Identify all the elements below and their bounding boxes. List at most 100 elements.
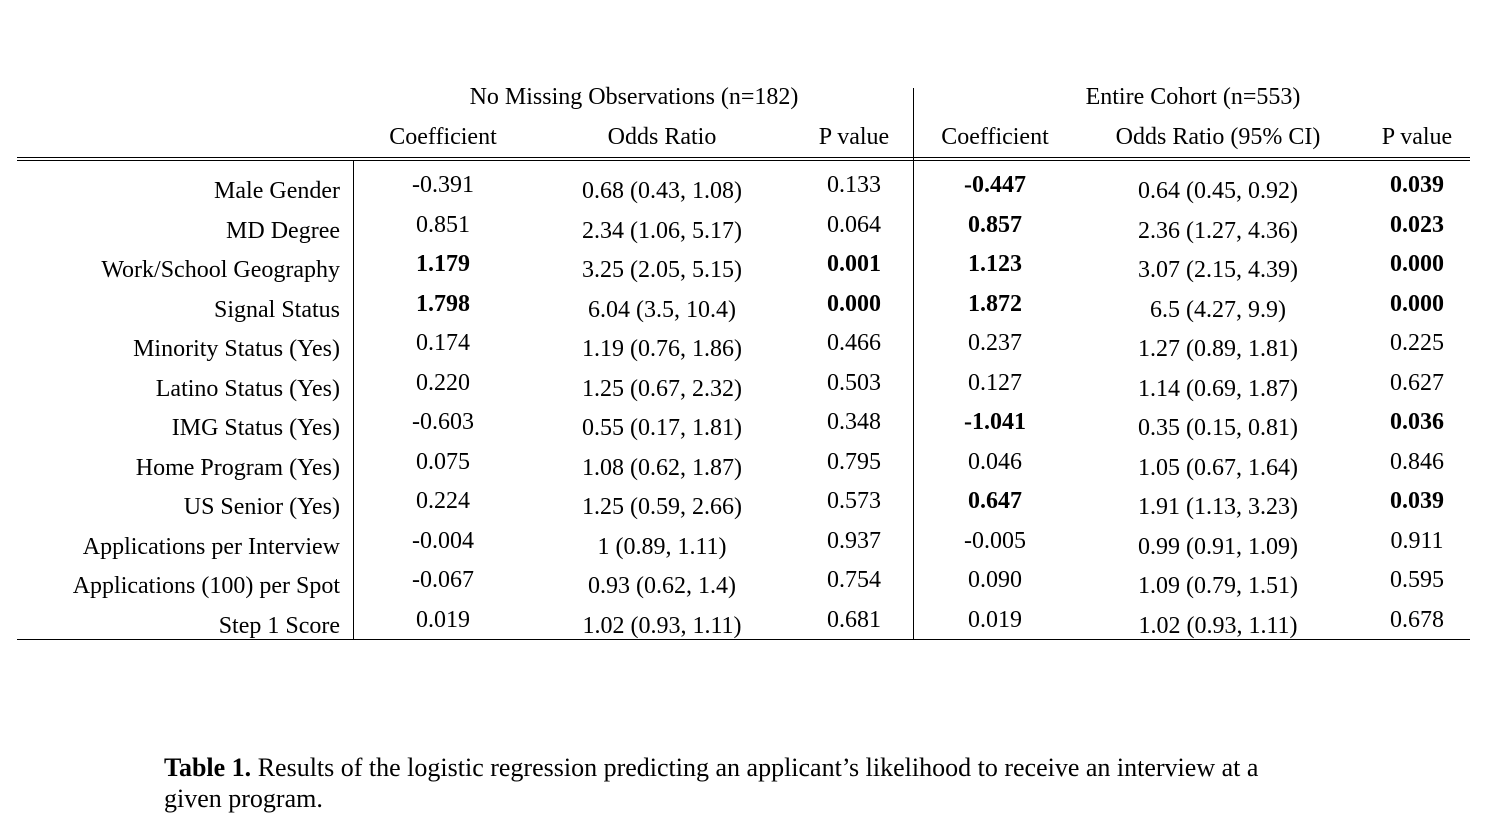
cell-or-cohort: 0.99 (0.91, 1.09) <box>1138 533 1298 560</box>
group-header-no-missing: No Missing Observations (n=182) <box>469 84 799 110</box>
cell-p-cohort: 0.678 <box>1390 606 1444 633</box>
cell-coef-cohort: 0.237 <box>968 330 1022 356</box>
cell-coef-nomissing: -0.391 <box>412 172 474 198</box>
cell-p-cohort: 0.911 <box>1390 527 1444 554</box>
vertical-divider-labels <box>353 160 354 640</box>
cell-p-nomissing: 0.681 <box>827 606 881 633</box>
header-rule-bottom <box>17 160 1470 161</box>
column-header-p-cohort: P value <box>1381 124 1453 150</box>
cell-p-nomissing: 0.000 <box>827 290 881 317</box>
cell-coef-cohort: 0.046 <box>968 448 1022 475</box>
cell-or-cohort: 1.05 (0.67, 1.64) <box>1138 454 1298 481</box>
row-label: Male Gender <box>214 178 340 204</box>
cell-or-nomissing: 1.08 (0.62, 1.87) <box>582 454 742 481</box>
cell-coef-nomissing: 0.019 <box>416 606 470 633</box>
table-caption: Table 1. Results of the logistic regress… <box>164 752 1284 814</box>
cell-coef-cohort: 0.090 <box>968 567 1022 593</box>
row-label: MD Degree <box>226 217 340 244</box>
cell-coef-cohort: -0.005 <box>964 527 1026 554</box>
cell-or-cohort: 1.02 (0.93, 1.11) <box>1138 612 1298 639</box>
cell-or-nomissing: 3.25 (2.05, 5.15) <box>582 257 742 283</box>
cell-or-nomissing: 0.68 (0.43, 1.08) <box>582 178 742 204</box>
cell-p-nomissing: 0.348 <box>827 409 881 435</box>
cell-or-cohort: 0.64 (0.45, 0.92) <box>1138 178 1298 204</box>
header-rule-top <box>17 157 1470 158</box>
row-label: US Senior (Yes) <box>183 494 340 520</box>
cell-or-cohort: 1.09 (0.79, 1.51) <box>1138 573 1298 599</box>
cell-or-nomissing: 0.93 (0.62, 1.4) <box>588 573 736 599</box>
cell-or-nomissing: 1 (0.89, 1.11) <box>597 533 727 560</box>
cell-or-nomissing: 1.19 (0.76, 1.86) <box>582 336 742 362</box>
cell-or-cohort: 1.27 (0.89, 1.81) <box>1138 336 1298 362</box>
cell-coef-cohort: -1.041 <box>964 409 1026 435</box>
column-header-or-cohort: Odds Ratio (95% CI) <box>1115 124 1321 150</box>
cell-p-cohort: 0.595 <box>1390 567 1444 593</box>
cell-p-nomissing: 0.937 <box>827 527 881 554</box>
row-label: IMG Status (Yes) <box>171 415 340 441</box>
cell-or-cohort: 1.14 (0.69, 1.87) <box>1138 375 1298 402</box>
column-header-p-nomissing: P value <box>818 124 890 150</box>
cell-or-cohort: 2.36 (1.27, 4.36) <box>1138 217 1298 244</box>
column-header-coef-nomissing: Coefficient <box>389 124 497 150</box>
cell-coef-nomissing: -0.004 <box>412 527 474 554</box>
cell-coef-nomissing: 0.075 <box>416 448 470 475</box>
cell-coef-nomissing: 0.220 <box>416 369 470 396</box>
cell-p-nomissing: 0.573 <box>827 488 881 514</box>
cell-or-nomissing: 1.02 (0.93, 1.11) <box>582 612 742 639</box>
cell-or-cohort: 3.07 (2.15, 4.39) <box>1138 257 1298 283</box>
cell-coef-cohort: 1.123 <box>968 251 1022 277</box>
cell-p-cohort: 0.000 <box>1390 290 1444 317</box>
cell-p-nomissing: 0.795 <box>827 448 881 475</box>
cell-p-nomissing: 0.064 <box>827 211 881 238</box>
group-header-entire-cohort: Entire Cohort (n=553) <box>1085 84 1301 110</box>
cell-coef-nomissing: -0.603 <box>412 409 474 435</box>
cell-or-nomissing: 1.25 (0.59, 2.66) <box>582 494 742 520</box>
cell-p-nomissing: 0.001 <box>827 251 881 277</box>
cell-or-nomissing: 1.25 (0.67, 2.32) <box>582 375 742 402</box>
cell-coef-nomissing: 0.174 <box>416 330 470 356</box>
cell-p-cohort: 0.846 <box>1390 448 1444 475</box>
cell-coef-cohort: 0.647 <box>968 488 1022 514</box>
row-label: Minority Status (Yes) <box>133 336 340 362</box>
cell-coef-nomissing: 0.851 <box>416 211 470 238</box>
cell-coef-nomissing: 1.798 <box>416 290 470 317</box>
cell-or-cohort: 1.91 (1.13, 3.23) <box>1138 494 1298 520</box>
cell-coef-cohort: 0.857 <box>968 211 1022 238</box>
row-label: Latino Status (Yes) <box>155 375 340 402</box>
table-bottom-rule <box>17 639 1470 640</box>
row-label: Signal Status <box>213 296 340 323</box>
cell-p-cohort: 0.023 <box>1390 211 1444 238</box>
row-label: Work/School Geography <box>101 257 340 283</box>
cell-p-cohort: 0.036 <box>1390 409 1444 435</box>
cell-p-cohort: 0.627 <box>1390 369 1444 396</box>
row-label: Step 1 Score <box>218 612 340 639</box>
cell-coef-cohort: 0.127 <box>968 369 1022 396</box>
cell-or-cohort: 6.5 (4.27, 9.9) <box>1150 296 1286 323</box>
cell-p-cohort: 0.039 <box>1390 172 1444 198</box>
cell-coef-cohort: 0.019 <box>968 606 1022 633</box>
column-header-coef-cohort: Coefficient <box>941 124 1049 150</box>
cell-coef-nomissing: 1.179 <box>416 251 470 277</box>
cell-p-cohort: 0.000 <box>1390 251 1444 277</box>
cell-or-nomissing: 0.55 (0.17, 1.81) <box>582 415 742 441</box>
cell-p-nomissing: 0.503 <box>827 369 881 396</box>
cell-or-nomissing: 6.04 (3.5, 10.4) <box>588 296 736 323</box>
caption-label: Table 1. <box>164 753 252 782</box>
cell-coef-cohort: 1.872 <box>968 290 1022 317</box>
cell-or-cohort: 0.35 (0.15, 0.81) <box>1138 415 1298 441</box>
caption-text: Results of the logistic regression predi… <box>164 753 1259 813</box>
cell-p-cohort: 0.225 <box>1390 330 1444 356</box>
cell-or-nomissing: 2.34 (1.06, 5.17) <box>582 217 742 244</box>
cell-coef-nomissing: 0.224 <box>416 488 470 514</box>
cell-p-nomissing: 0.754 <box>827 567 881 593</box>
cell-p-nomissing: 0.133 <box>827 172 881 198</box>
cell-coef-nomissing: -0.067 <box>412 567 474 593</box>
row-label: Applications per Interview <box>82 533 340 560</box>
cell-p-nomissing: 0.466 <box>827 330 881 356</box>
cell-p-cohort: 0.039 <box>1390 488 1444 514</box>
row-label: Home Program (Yes) <box>135 454 340 481</box>
column-header-or-nomissing: Odds Ratio <box>607 124 717 150</box>
row-label: Applications (100) per Spot <box>72 573 340 599</box>
vertical-divider-groups <box>913 88 914 640</box>
cell-coef-cohort: -0.447 <box>964 172 1026 198</box>
